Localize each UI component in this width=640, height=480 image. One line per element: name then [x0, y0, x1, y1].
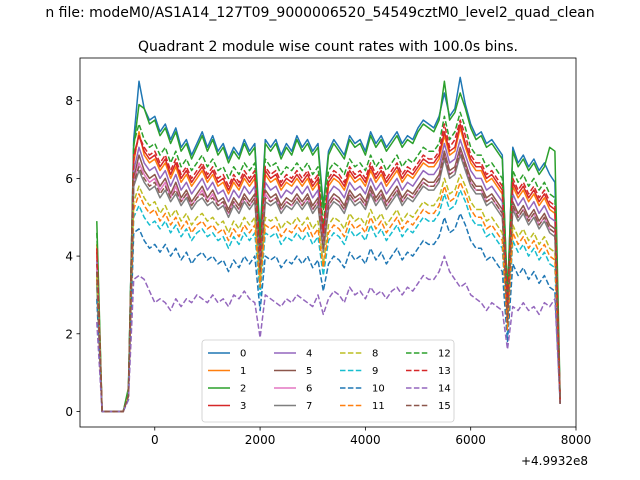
- series-line-8: [96, 173, 561, 413]
- series-line-4: [96, 138, 561, 413]
- y-tick-label: 8: [65, 94, 73, 108]
- x-tick-label: 2000: [245, 433, 276, 447]
- y-tick-label: 4: [65, 250, 73, 264]
- series-line-15: [96, 150, 561, 413]
- legend-label-8: 8: [372, 349, 378, 360]
- x-offset-label: +4.9932e8: [521, 454, 588, 468]
- series-line-12: [96, 111, 561, 413]
- legend-box: [201, 339, 455, 423]
- chart-title: Quadrant 2 module wise count rates with …: [138, 39, 518, 55]
- legend-label-11: 11: [372, 401, 385, 412]
- series-line-9: [96, 189, 561, 413]
- axes-frame: [79, 57, 577, 428]
- legend-label-7: 7: [306, 401, 312, 412]
- plot-area: 0 2000 4000 6000 8000 0 2 4 6 8 +4.9932e8: [65, 57, 592, 468]
- series-line-10: [96, 212, 561, 413]
- legend-label-9: 9: [372, 366, 378, 377]
- legend-label-14: 14: [438, 384, 451, 395]
- y-tick-label: 2: [65, 327, 73, 341]
- legend-label-4: 4: [306, 349, 312, 360]
- legend-label-5: 5: [306, 366, 312, 377]
- series-line-5: [96, 146, 561, 413]
- legend-label-12: 12: [438, 349, 451, 360]
- legend-label-6: 6: [306, 384, 312, 395]
- series-line-14: [96, 255, 561, 413]
- x-tick-label: 8000: [561, 433, 592, 447]
- legend-label-2: 2: [240, 384, 246, 395]
- x-tick-label: 0: [151, 433, 159, 447]
- legend-label-13: 13: [438, 366, 451, 377]
- legend-label-10: 10: [372, 384, 385, 395]
- series-line-2: [96, 80, 561, 413]
- series-line-0: [96, 76, 561, 413]
- legend-label-15: 15: [438, 401, 451, 412]
- x-tick-label: 4000: [350, 433, 381, 447]
- y-tick-label: 6: [65, 172, 73, 186]
- figure-suptitle: n file: modeM0/AS1A14_127T09_9000006520_…: [45, 5, 594, 21]
- series-line-11: [96, 181, 561, 413]
- x-tick-label: 6000: [455, 433, 486, 447]
- legend-label-0: 0: [240, 349, 246, 360]
- series-line-13: [96, 119, 561, 413]
- legend-label-1: 1: [240, 366, 246, 377]
- y-tick-label: 0: [65, 405, 73, 419]
- legend-label-3: 3: [240, 401, 246, 412]
